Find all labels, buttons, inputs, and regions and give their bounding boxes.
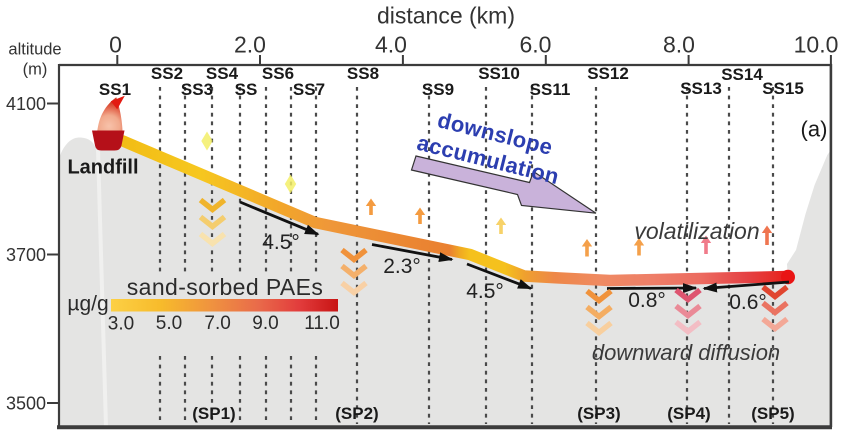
svg-text:3700: 3700: [6, 245, 46, 265]
svg-text:(SP1): (SP1): [192, 404, 235, 423]
svg-text:(SP4): (SP4): [667, 404, 710, 423]
svg-text:0: 0: [109, 32, 122, 58]
svg-text:SS11: SS11: [530, 80, 571, 99]
svg-text:10.0: 10.0: [794, 32, 839, 58]
svg-text:SS2: SS2: [151, 64, 183, 83]
svg-text:8.0: 8.0: [663, 32, 695, 58]
svg-text:9.0: 9.0: [252, 313, 278, 334]
svg-text:SS14: SS14: [721, 65, 763, 84]
svg-text:6.0: 6.0: [520, 32, 552, 58]
svg-text:(a): (a): [801, 117, 828, 142]
svg-text:0.8°: 0.8°: [628, 289, 666, 312]
svg-text:SS15: SS15: [762, 79, 804, 98]
svg-text:3.0: 3.0: [108, 314, 134, 335]
svg-text:(m): (m): [23, 61, 48, 79]
svg-text:4100: 4100: [6, 94, 46, 114]
svg-text:SS13: SS13: [680, 79, 722, 98]
svg-text:(SP3): (SP3): [577, 404, 620, 423]
svg-text:downward diffusion: downward diffusion: [592, 340, 780, 365]
svg-text:4.5°: 4.5°: [466, 280, 504, 303]
svg-text:µg/g: µg/g: [67, 293, 108, 316]
svg-text:volatilization: volatilization: [634, 218, 759, 244]
svg-text:0.6°: 0.6°: [729, 291, 767, 314]
svg-text:SS4: SS4: [206, 64, 239, 83]
svg-text:SS12: SS12: [587, 64, 629, 83]
svg-text:Landfill: Landfill: [67, 157, 138, 179]
svg-text:SS9: SS9: [422, 80, 454, 99]
svg-text:SS6: SS6: [262, 64, 294, 83]
svg-text:4.5°: 4.5°: [262, 231, 300, 254]
svg-text:11.0: 11.0: [304, 313, 340, 334]
svg-text:SS1: SS1: [99, 80, 131, 99]
svg-text:altitude: altitude: [8, 41, 61, 59]
svg-text:4.0: 4.0: [375, 32, 407, 58]
svg-text:7.0: 7.0: [204, 313, 230, 334]
svg-text:sand-sorbed PAEs: sand-sorbed PAEs: [127, 274, 323, 300]
svg-text:3500: 3500: [6, 394, 46, 414]
svg-text:distance (km): distance (km): [377, 3, 515, 29]
svg-text:SS7: SS7: [293, 80, 325, 99]
svg-text:SS: SS: [235, 80, 258, 99]
svg-text:SS8: SS8: [347, 64, 379, 83]
svg-text:2.0: 2.0: [234, 32, 266, 58]
svg-text:2.3°: 2.3°: [383, 255, 421, 278]
svg-text:(SP5): (SP5): [751, 404, 794, 423]
svg-text:5.0: 5.0: [156, 313, 182, 334]
svg-text:SS10: SS10: [478, 64, 520, 83]
svg-text:SS3: SS3: [181, 80, 213, 99]
svg-text:(SP2): (SP2): [335, 404, 378, 423]
